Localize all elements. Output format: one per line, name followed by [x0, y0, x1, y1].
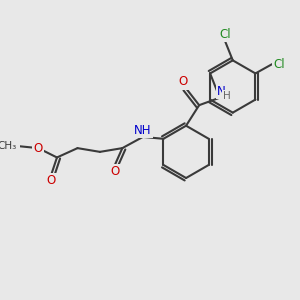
Text: O: O	[178, 75, 188, 88]
Text: O: O	[110, 165, 119, 178]
Text: O: O	[47, 174, 56, 187]
Text: Cl: Cl	[273, 58, 285, 70]
Text: NH: NH	[134, 124, 152, 137]
Text: Cl: Cl	[220, 28, 231, 41]
Text: CH₃: CH₃	[0, 141, 16, 151]
Text: N: N	[217, 85, 226, 98]
Text: H: H	[223, 91, 231, 101]
Text: O: O	[34, 142, 43, 154]
Text: O: O	[5, 140, 14, 153]
